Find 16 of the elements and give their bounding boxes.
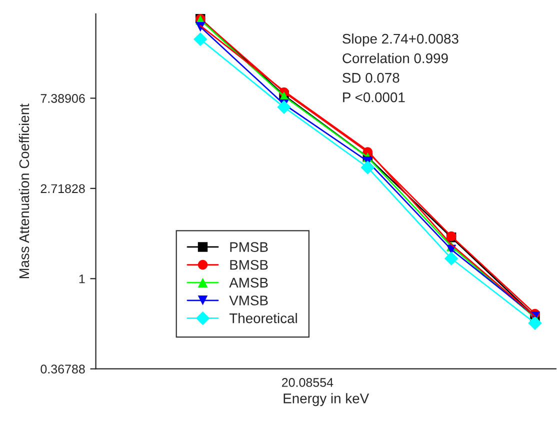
annotation: P <0.0001 [343,92,405,102]
legend-label: PMSB [230,242,268,252]
annotation: Correlation 0.999 [342,53,448,64]
legend-label: AMSB [229,278,268,288]
x-axis-title: Energy in keV [284,393,370,406]
y-tick-label: 1 [79,274,85,284]
legend-label: VMSB [229,296,268,306]
legend-label: BMSB [230,260,268,270]
y-tick-label: 2.71828 [40,184,85,194]
y-tick-label: 7.38906 [40,94,85,103]
y-tick-label: 0.36788 [40,364,85,374]
annotation: Slope 2.74+0.0083 [342,33,458,46]
annotation: SD 0.078 [342,72,400,83]
y-axis-title: Mass Attenuation Coefficient [18,104,30,278]
legend-label: Theoretical [229,313,297,324]
text: 20.08554 [282,378,334,387]
